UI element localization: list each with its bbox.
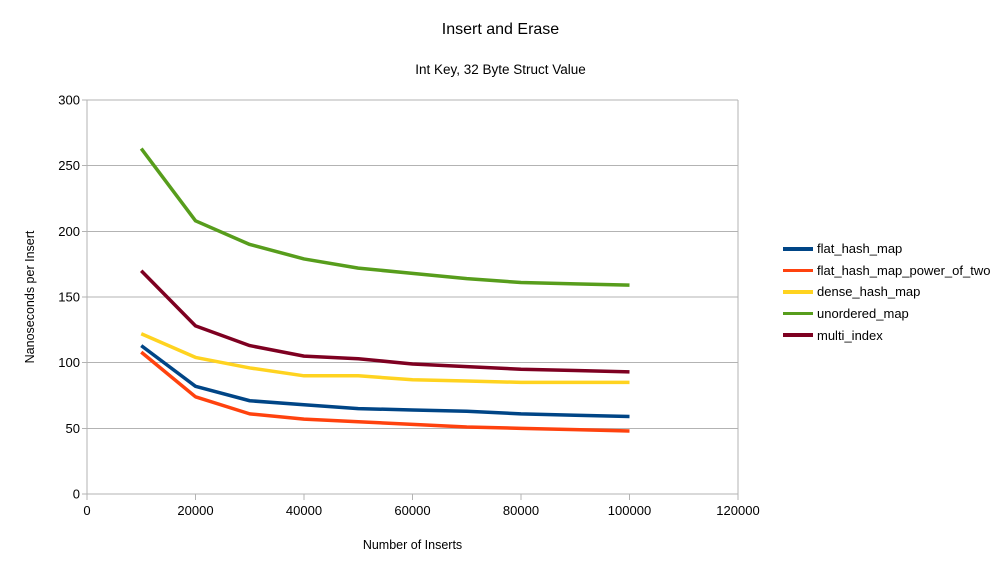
legend-item-multi-index: multi_index: [783, 324, 990, 346]
legend-label-unordered-map: unordered_map: [817, 306, 909, 322]
series-line-flat_hash_map_power_of_two: [140, 350, 630, 433]
chart-title: Insert and Erase: [441, 21, 560, 38]
y-tick-label: 0: [73, 487, 80, 502]
legend-label-flat-hash-map-power-of-two: flat_hash_map_power_of_two: [817, 262, 991, 278]
series-line-flat_hash_map: [140, 344, 630, 419]
legend-label-multi-index: multi_index: [817, 327, 883, 343]
y-tick-label: 250: [58, 158, 80, 173]
legend-swatch-multi-index: [783, 333, 813, 337]
legend-swatch-flat-hash-map-power-of-two: [783, 268, 813, 273]
y-tick-label: 100: [58, 355, 80, 370]
legend-item-flat-hash-map: flat_hash_map: [783, 238, 990, 260]
legend-swatch-flat-hash-map: [783, 247, 813, 251]
legend-item-unordered-map: unordered_map: [783, 303, 990, 325]
chart-subtitle: Int Key, 32 Byte Struct Value: [415, 62, 586, 77]
x-tick-label: 40000: [286, 503, 322, 518]
legend-item-dense-hash-map: dense_hash_map: [783, 281, 990, 303]
x-tick-label: 20000: [177, 503, 213, 518]
x-tick-label: 80000: [503, 503, 539, 518]
series-line-dense_hash_map: [140, 332, 630, 385]
legend-label-flat-hash-map: flat_hash_map: [817, 241, 903, 257]
series-line-unordered_map: [139, 147, 630, 287]
legend-swatch-dense-hash-map: [783, 290, 813, 294]
legend-label-dense-hash-map: dense_hash_map: [817, 284, 921, 300]
legend-swatch-unordered-map: [783, 311, 813, 316]
legend-item-flat-hash-map-power-of-two: flat_hash_map_power_of_two: [783, 260, 990, 282]
legend: flat_hash_map flat_hash_map_power_of_two…: [783, 238, 990, 346]
x-axis-title: Number of Inserts: [362, 538, 463, 552]
series-line-multi_index: [140, 269, 630, 374]
x-tick-label: 120000: [716, 503, 759, 518]
x-tick-label: 0: [83, 503, 90, 518]
y-tick-label: 200: [58, 224, 80, 239]
y-tick-label: 150: [58, 290, 80, 305]
x-tick-label: 60000: [394, 503, 430, 518]
y-tick-label: 50: [66, 421, 80, 436]
y-tick-label: 300: [58, 93, 80, 108]
x-tick-label: 100000: [608, 503, 651, 518]
